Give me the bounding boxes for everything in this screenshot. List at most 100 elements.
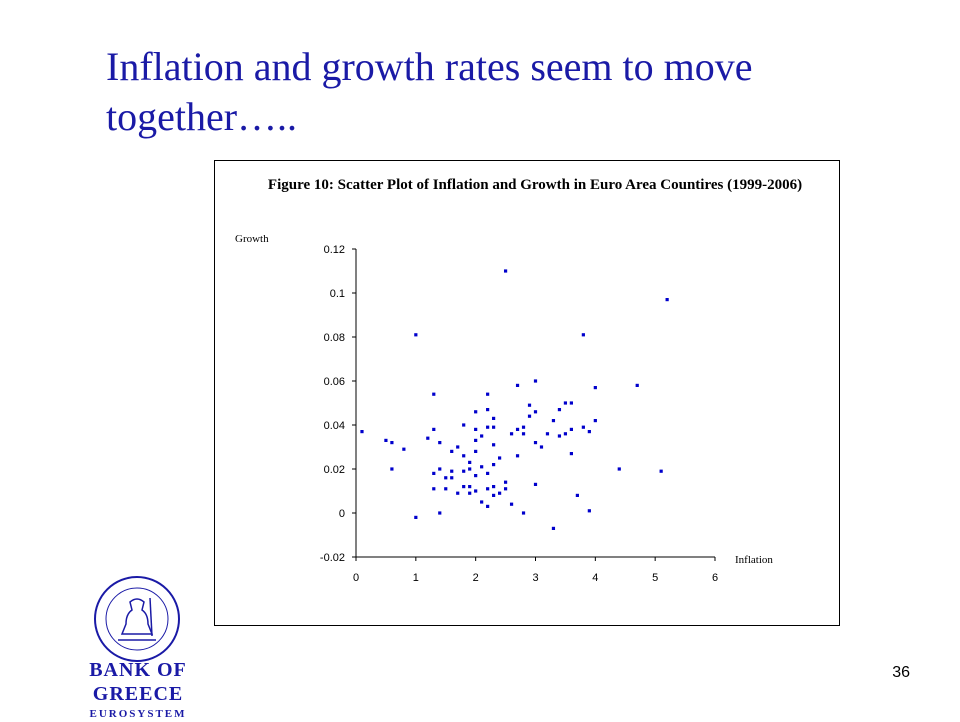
data-point	[474, 474, 478, 478]
data-point	[390, 467, 394, 471]
data-point	[468, 460, 472, 464]
data-point	[444, 476, 448, 480]
data-point	[414, 515, 418, 519]
data-point	[486, 425, 490, 429]
data-point	[492, 485, 496, 489]
data-point	[480, 434, 484, 438]
data-point	[515, 383, 520, 387]
data-point	[569, 401, 573, 405]
data-point	[593, 386, 597, 390]
data-point	[474, 449, 478, 453]
y-tick-label: 0.06	[324, 376, 345, 388]
data-point	[659, 469, 663, 473]
data-point	[462, 454, 466, 458]
scatter-plot: -0.02 0 0.02 0.04 0.06 0.08 0.1 0.12 0 1 2 3 4 5 6 Grow…	[235, 233, 773, 584]
x-tick-label: 0	[353, 572, 359, 584]
data-point	[438, 511, 442, 515]
y-tick-label: 0.1	[330, 288, 345, 300]
data-point	[474, 427, 478, 431]
data-point	[486, 471, 490, 475]
data-point	[515, 454, 520, 458]
data-point	[474, 410, 478, 414]
data-point	[462, 469, 466, 473]
data-point	[468, 485, 472, 489]
data-point	[521, 425, 526, 429]
data-point	[480, 500, 484, 504]
data-point	[527, 403, 532, 407]
data-point	[533, 410, 538, 414]
data-point	[486, 504, 490, 508]
data-point	[468, 491, 472, 495]
brand-subtitle: EUROSYSTEM	[89, 708, 187, 720]
data-point	[390, 441, 394, 445]
data-point	[581, 333, 585, 337]
data-point	[450, 449, 454, 453]
data-point	[587, 430, 591, 434]
data-point	[581, 425, 585, 429]
data-point	[492, 463, 496, 467]
data-point	[432, 392, 436, 396]
data-point	[480, 465, 484, 469]
data-point	[521, 432, 526, 436]
data-point	[462, 423, 466, 427]
data-point	[635, 383, 639, 387]
data-point	[462, 485, 466, 489]
data-point	[587, 509, 591, 513]
data-point	[486, 487, 490, 491]
data-point	[593, 419, 597, 423]
data-point	[426, 436, 430, 440]
data-point	[402, 447, 406, 451]
data-point	[575, 493, 579, 497]
data-point	[557, 434, 562, 438]
data-point	[360, 430, 364, 434]
data-point	[456, 491, 460, 495]
data-point	[492, 425, 496, 429]
data-point	[414, 333, 418, 337]
data-point	[456, 445, 460, 449]
data-point	[533, 379, 538, 383]
brand-name: BANK OF GREECE	[89, 659, 187, 705]
data-point	[527, 414, 532, 418]
data-point	[503, 480, 508, 484]
y-tick-label: 0.02	[324, 464, 345, 476]
data-point	[438, 467, 442, 471]
data-point	[515, 427, 520, 431]
x-tick-label: 4	[592, 572, 598, 584]
page-number: 36	[892, 664, 910, 681]
data-point	[474, 438, 478, 442]
data-point	[557, 408, 562, 412]
x-tick-label: 3	[532, 572, 538, 584]
data-point	[539, 445, 544, 449]
data-point	[432, 427, 436, 431]
data-point	[450, 476, 454, 480]
data-point	[533, 441, 538, 445]
y-tick-label: 0.04	[324, 420, 345, 432]
x-tick-label: 6	[712, 572, 718, 584]
data-point	[384, 438, 388, 442]
data-point	[492, 416, 496, 420]
data-point	[509, 432, 514, 436]
data-point	[509, 502, 514, 506]
data-point	[533, 482, 538, 486]
data-point	[617, 467, 621, 471]
data-point	[450, 469, 454, 473]
data-point	[503, 269, 508, 273]
brand-block: BANK OF GREECE EUROSYSTEM	[48, 658, 228, 722]
data-point	[569, 427, 573, 431]
data-point	[486, 392, 490, 396]
data-point	[432, 487, 436, 491]
data-point	[551, 419, 556, 423]
data-point	[474, 489, 478, 493]
data-point	[521, 511, 526, 515]
bank-seal-logo	[94, 576, 180, 662]
data-point	[438, 441, 442, 445]
data-point	[468, 467, 472, 471]
data-point	[569, 452, 573, 456]
data-point	[432, 471, 436, 475]
x-tick-label: 1	[413, 572, 419, 584]
y-tick-label: 0	[339, 508, 345, 520]
x-tick-label: 5	[652, 572, 658, 584]
x-axis-label: Inflation	[735, 554, 773, 566]
data-point	[563, 401, 568, 405]
y-tick-label: 0.12	[324, 244, 345, 256]
